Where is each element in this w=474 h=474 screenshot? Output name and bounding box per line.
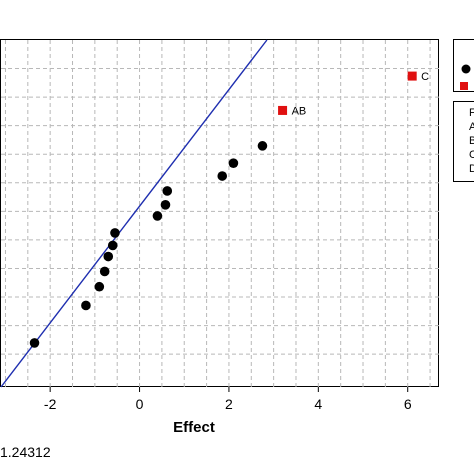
data-points: AB C	[29, 71, 429, 348]
grid-lines	[1, 40, 439, 387]
legend-text-box	[453, 101, 474, 182]
legend-square-marker	[460, 82, 468, 90]
x-tick-label: 4	[314, 396, 322, 412]
effect-point	[103, 251, 114, 262]
x-tick-label: 2	[225, 396, 233, 412]
effect-point	[107, 240, 118, 251]
reference-line	[0, 39, 268, 388]
x-axis-title: Effect	[173, 419, 215, 436]
point-label: AB	[292, 105, 307, 117]
effect-point	[162, 186, 173, 196]
legend-circle-marker	[461, 64, 471, 74]
legend-entry: A	[469, 121, 474, 133]
legend-entry: C	[469, 149, 474, 161]
effect-point	[81, 300, 91, 311]
legend-entry: D	[469, 163, 474, 175]
x-tick-label: -2	[44, 396, 57, 412]
effect-point	[257, 141, 268, 151]
x-axis-ticks: -2 0 2 4 6	[44, 387, 412, 412]
x-tick-label: 6	[404, 396, 412, 412]
significant-effect-point	[278, 105, 288, 115]
footnote-text: 1.24312	[0, 444, 51, 460]
effect-point	[160, 200, 171, 210]
x-tick-label: 0	[136, 396, 144, 412]
effect-point	[228, 158, 239, 168]
effect-point	[99, 266, 110, 277]
legend-entry: B	[469, 135, 474, 147]
effect-point	[217, 171, 228, 181]
significant-effect-point	[407, 71, 417, 81]
legend-entry: F	[469, 107, 474, 119]
plot-area	[0, 39, 439, 387]
effect-point	[110, 228, 120, 238]
effect-point	[94, 281, 105, 292]
point-label: C	[421, 71, 429, 83]
effect-point	[29, 338, 40, 348]
effect-point	[152, 211, 163, 221]
normal-reference-line	[0, 39, 268, 388]
